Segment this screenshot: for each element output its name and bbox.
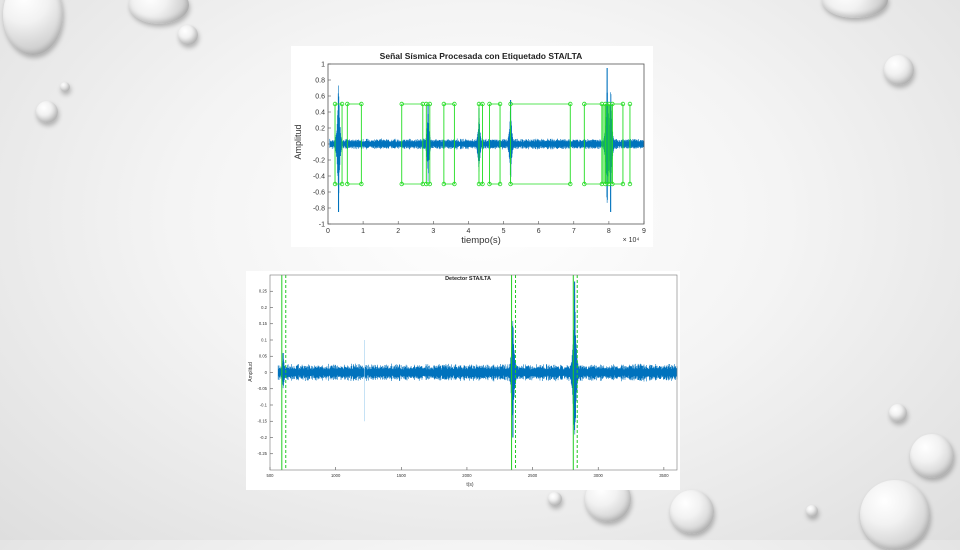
water-drop-3	[178, 25, 198, 45]
y-tick-label: 0.25	[259, 289, 268, 294]
y-tick-label: -1	[319, 221, 325, 228]
detection-marker-bottom	[627, 181, 633, 187]
water-drop-10	[670, 490, 714, 534]
water-drop-4	[36, 101, 58, 123]
x-tick-label: 2	[396, 228, 400, 235]
y-tick-label: -0.05	[257, 386, 267, 391]
x-tick-label: 7	[572, 228, 576, 235]
water-drop-5	[60, 82, 70, 92]
y-tick-label: 0.8	[315, 77, 325, 84]
water-drop-1	[3, 0, 63, 55]
y-tick-label: 1	[321, 61, 325, 68]
x-tick-label: 0	[326, 228, 330, 235]
chart-title: Detector STA/LTA	[445, 276, 491, 282]
x-axis-label: t(s)	[466, 482, 474, 488]
y-tick-label: 0.4	[315, 109, 325, 116]
y-tick-label: -0.4	[313, 173, 325, 180]
sta-lta-detector-chart: Detector STA/LTA Amplitud t(s) 500 1000 15…	[248, 274, 678, 488]
y-tick-label: -0.2	[313, 157, 325, 164]
x-tick-label: 9	[642, 228, 646, 235]
x-axis-label: tiempo(s)	[461, 235, 501, 246]
y-axis-label: Amplitud	[248, 362, 254, 382]
water-drop-8	[889, 404, 907, 422]
x-tick-label: 6	[537, 228, 541, 235]
x-tick-label: 2000	[462, 473, 472, 478]
y-tick-label: 0.2	[315, 125, 325, 132]
y-tick-label: -0.1	[260, 402, 268, 407]
y-axis-label: Amplitud	[293, 124, 303, 159]
water-drop-14	[806, 505, 818, 517]
y-tick-label: 0	[321, 141, 325, 148]
x-tick-label: 3500	[659, 473, 669, 478]
x-tick-label: 1500	[397, 473, 407, 478]
water-drop-12	[860, 480, 930, 550]
chart-title: Señal Sísmica Procesada con Etiquetado S…	[380, 51, 583, 61]
y-tick-label: 0.6	[315, 93, 325, 100]
plot-frame	[327, 63, 645, 225]
plot-frame	[269, 274, 678, 471]
x-tick-label: 5	[502, 228, 506, 235]
x-axis-multiplier: × 10⁴	[623, 237, 640, 244]
detection-marker-top	[627, 101, 633, 107]
y-tick-label: 0.15	[259, 321, 268, 326]
water-drop-2	[129, 0, 189, 24]
sta-lta-chart-panel: Detector STA/LTA Amplitud t(s) 500 1000 15…	[246, 271, 680, 490]
x-tick-label: 2500	[528, 473, 538, 478]
emphasized-detection-zone	[601, 104, 613, 184]
y-tick-label: -0.25	[257, 451, 267, 456]
water-drop-6	[822, 0, 888, 18]
seismic-chart-panel: Señal Sísmica Procesada con Etiquetado S…	[291, 46, 653, 247]
waveform-series	[329, 80, 645, 212]
y-tick-label: -0.15	[257, 419, 267, 424]
water-drop-13	[548, 492, 562, 506]
y-tick-label: 0	[265, 370, 268, 375]
x-tick-label: 1	[361, 228, 365, 235]
water-drop-9	[910, 434, 954, 478]
x-tick-label: 1000	[331, 473, 341, 478]
y-tick-label: -0.6	[313, 189, 325, 196]
x-tick-label: 3	[431, 228, 435, 235]
y-tick-label: 0.1	[261, 337, 267, 342]
water-drop-7	[884, 55, 914, 85]
waveform-series	[277, 293, 678, 435]
x-tick-label: 8	[607, 228, 611, 235]
y-tick-label: -0.2	[260, 435, 268, 440]
x-tick-label: 4	[466, 228, 470, 235]
y-tick-label: 0.05	[259, 354, 268, 359]
x-tick-label: 500	[267, 473, 275, 478]
y-tick-label: -0.8	[313, 205, 325, 212]
x-tick-label: 3000	[594, 473, 604, 478]
y-tick-label: 0.2	[261, 305, 267, 310]
seismic-signal-chart: Señal Sísmica Procesada con Etiquetado S…	[293, 51, 646, 246]
